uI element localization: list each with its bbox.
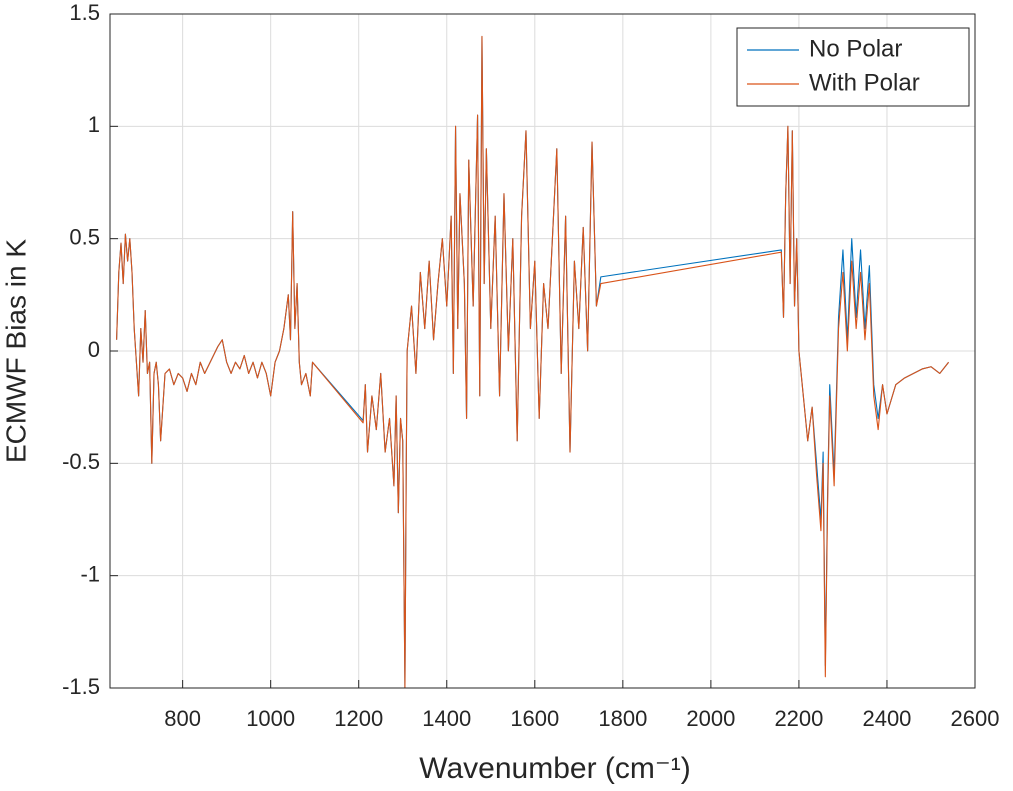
x-tick-label: 800 xyxy=(164,706,201,731)
legend-box xyxy=(736,27,970,107)
x-tick-label: 1000 xyxy=(246,706,295,731)
x-tick-label: 1200 xyxy=(334,706,383,731)
y-axis-label: ECMWF Bias in K xyxy=(0,239,31,463)
y-tick-label: -1 xyxy=(80,561,100,586)
x-tick-label: 2000 xyxy=(686,706,735,731)
y-tick-label: 0.5 xyxy=(69,224,100,249)
x-tick-label: 2200 xyxy=(774,706,823,731)
x-tick-label: 2600 xyxy=(951,706,1000,731)
data-line xyxy=(116,35,950,689)
plot-frame xyxy=(109,13,976,689)
legend-label: With Polar xyxy=(809,69,920,96)
y-tick-label: 1.5 xyxy=(69,0,100,25)
x-tick-label: 2400 xyxy=(862,706,911,731)
x-tick-label: 1600 xyxy=(510,706,559,731)
y-tick-label: -0.5 xyxy=(62,449,100,474)
legend-label: No Polar xyxy=(809,35,902,62)
y-tick-label: -1.5 xyxy=(62,674,100,699)
y-tick-label: 0 xyxy=(88,337,100,362)
data-line xyxy=(116,35,950,689)
x-tick-label: 1400 xyxy=(422,706,471,731)
x-axis-label: Wavenumber (cm⁻¹) xyxy=(419,752,690,785)
y-tick-label: 1 xyxy=(88,112,100,137)
x-tick-label: 1800 xyxy=(598,706,647,731)
